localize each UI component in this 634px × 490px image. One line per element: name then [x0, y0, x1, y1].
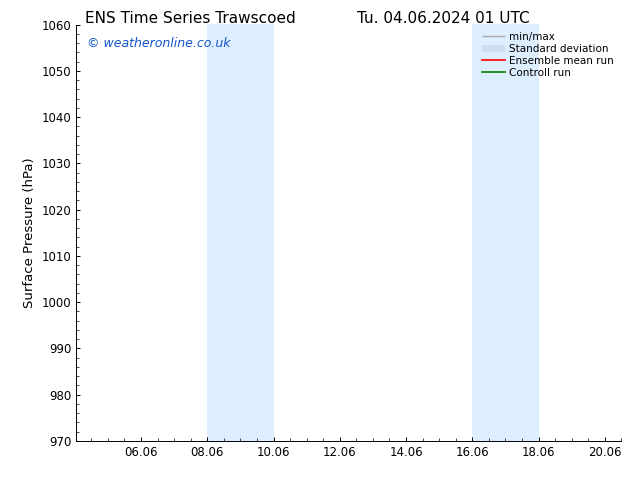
Y-axis label: Surface Pressure (hPa): Surface Pressure (hPa)	[23, 157, 36, 308]
Text: ENS Time Series Trawscoed: ENS Time Series Trawscoed	[85, 11, 295, 26]
Legend: min/max, Standard deviation, Ensemble mean run, Controll run: min/max, Standard deviation, Ensemble me…	[480, 30, 616, 80]
Bar	[472, 24, 538, 441]
Text: Tu. 04.06.2024 01 UTC: Tu. 04.06.2024 01 UTC	[358, 11, 530, 26]
Text: © weatheronline.co.uk: © weatheronline.co.uk	[87, 37, 231, 50]
Bar	[207, 24, 273, 441]
